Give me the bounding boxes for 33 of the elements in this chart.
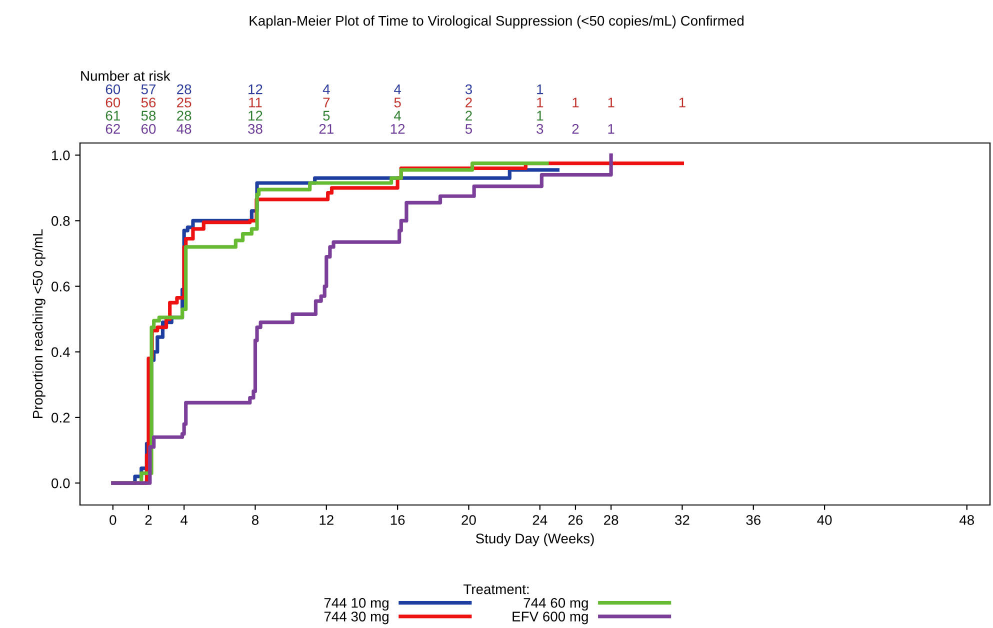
x-tick-label: 12 [320,515,334,525]
legend-label: EFV 600 mg [512,612,588,624]
y-tick-label: 0.6 [52,282,70,292]
x-tick-label: 0 [110,515,116,525]
x-tick-label: 8 [252,515,258,525]
text: 60 57 28 12 4 4 3 1 [106,84,544,94]
x-tick-label: 4 [180,515,188,525]
text: 61 58 28 12 5 4 2 1 [106,110,544,121]
y-tick-label: 0.0 [52,478,70,488]
y-tick-label: 0.2 [52,412,70,423]
y-tick-label: 0.8 [52,216,70,226]
x-tick-label: 16 [390,515,405,525]
x-tick-label: 36 [746,515,760,525]
x-tick-label: 40 [817,515,832,525]
x-tick-label: 48 [959,515,974,525]
x-tick-label: 24 [532,515,548,525]
y-tick-label: 0.4 [52,347,70,358]
x-tick-label: 28 [604,515,618,525]
text: 62 60 48 38 21 12 5 3 2 1 [106,124,614,134]
x-tick-label: 2 [145,515,152,525]
x-tick-label: 32 [675,515,690,525]
legend-label: 744 60 mg [524,598,588,611]
text: Kaplan-Meier Plot of Time to Virological Suppression (<50 copies/mL) Confirmed [250,16,744,28]
x-tick-label: 20 [462,515,476,525]
legend-title: Treatment: [464,584,529,594]
x-axis-title: Study Day (Weeks) [476,533,594,546]
y-axis-title: Proportion reaching <50 cp/mL [32,229,46,418]
text: Number at risk [81,70,170,81]
legend-label: 744 30 mg [324,612,388,624]
text: 60 56 25 11 7 5 2 1 1 1 1 [106,98,686,108]
x-tick-label: 26 [568,515,583,525]
legend-label: 744 10 mg [324,598,388,611]
y-tick-label: 1.0 [52,150,70,160]
